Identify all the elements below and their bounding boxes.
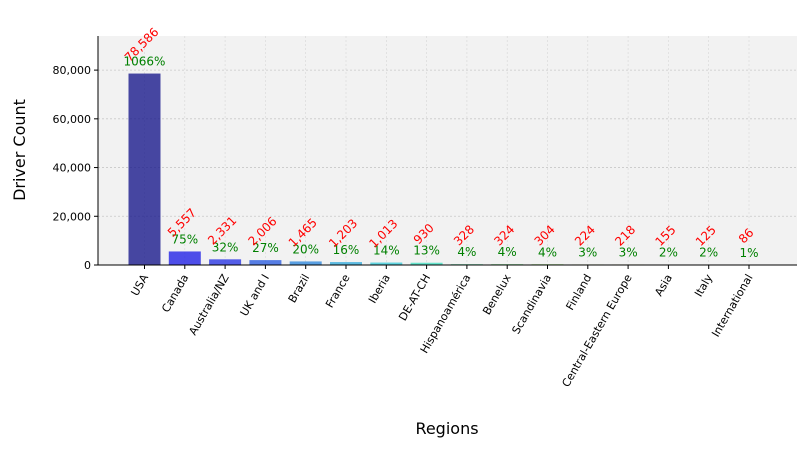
- bar: [370, 262, 403, 265]
- percent-label: 27%: [252, 241, 279, 255]
- percent-label: 4%: [457, 245, 476, 259]
- x-tick-label: Central-Eastern Europe: [559, 272, 634, 390]
- y-tick-label: 80,000: [53, 64, 92, 77]
- x-tick-label: Iberia: [366, 272, 393, 306]
- x-tick-label: Finland: [563, 272, 594, 313]
- bar: [209, 259, 242, 265]
- percent-label: 75%: [171, 232, 198, 246]
- x-axis-title: Regions: [415, 419, 478, 438]
- x-tick-label: Australia/NZ: [186, 272, 232, 338]
- x-tick-label: International: [709, 272, 755, 339]
- percent-label: 1066%: [124, 55, 166, 69]
- x-tick-label: Canada: [159, 272, 191, 315]
- x-tick-label: Brazil: [286, 272, 313, 305]
- bar: [249, 260, 282, 265]
- percent-label: 32%: [212, 240, 239, 254]
- percent-label: 2%: [659, 246, 678, 260]
- plot-background: [98, 36, 797, 265]
- y-axis-title: Driver Count: [10, 99, 29, 201]
- bar: [168, 251, 201, 265]
- x-tick-label: USA: [128, 272, 151, 299]
- x-tick-label: Italy: [692, 272, 715, 300]
- bar: [128, 73, 161, 266]
- y-tick-label: 40,000: [53, 162, 92, 175]
- x-tick-label: Scandinavia: [509, 272, 554, 336]
- x-tick-label: France: [323, 272, 353, 310]
- percent-label: 4%: [498, 245, 517, 259]
- y-tick-label: 20,000: [53, 210, 92, 223]
- percent-label: 20%: [292, 242, 319, 256]
- bar: [330, 262, 362, 265]
- percent-label: 16%: [333, 243, 360, 257]
- x-tick-label: Benelux: [480, 272, 514, 318]
- percent-label: 14%: [373, 244, 400, 258]
- x-tick-label: Asia: [652, 272, 675, 298]
- percent-label: 2%: [699, 246, 718, 260]
- percent-label: 13%: [413, 244, 440, 258]
- x-tick-label: UK and I: [238, 272, 272, 319]
- y-tick-label: 60,000: [53, 113, 92, 126]
- bar: [289, 261, 322, 265]
- percent-label: 1%: [739, 246, 758, 260]
- bar: [410, 262, 443, 265]
- y-tick-label: 0: [84, 259, 91, 272]
- percent-label: 4%: [538, 245, 557, 259]
- percent-label: 3%: [619, 245, 638, 259]
- percent-label: 3%: [578, 245, 597, 259]
- y-ticks: 0 20,000 40,000 60,000 80,000: [53, 64, 98, 272]
- x-tick-label: DE-AT-CH: [396, 272, 433, 323]
